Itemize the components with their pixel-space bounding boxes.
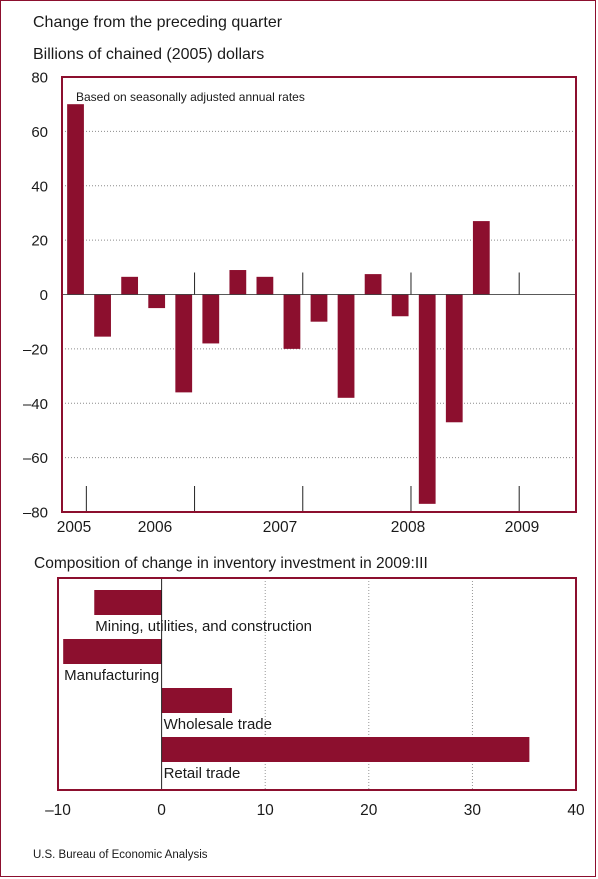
y-tick-label: 0 bbox=[40, 287, 48, 304]
chart-annotation: Based on seasonally adjusted annual rate… bbox=[76, 90, 305, 104]
hbar-3 bbox=[161, 688, 233, 713]
x-tick-label: 20 bbox=[360, 802, 378, 819]
y-tick-label: –20 bbox=[23, 341, 48, 358]
bar-2008-III bbox=[445, 294, 463, 423]
hbar-2 bbox=[63, 639, 162, 664]
hbar-1 bbox=[94, 590, 162, 615]
x-tick-label: –10 bbox=[45, 802, 71, 819]
bar-2006-III bbox=[229, 270, 247, 295]
bar-2006-IV bbox=[256, 276, 274, 295]
y-tick-label: –40 bbox=[23, 396, 48, 413]
y-tick-label: –80 bbox=[23, 505, 48, 522]
x-tick-label: 0 bbox=[157, 802, 166, 819]
category-label: Wholesale trade bbox=[164, 716, 272, 733]
y-tick-label: 20 bbox=[31, 233, 48, 250]
category-label: Manufacturing bbox=[64, 667, 159, 684]
category-label: Retail trade bbox=[164, 765, 241, 782]
hbar-4 bbox=[161, 737, 530, 762]
x-tick-label: 40 bbox=[567, 802, 585, 819]
bar-2006-II bbox=[202, 294, 220, 344]
x-tick-label: 30 bbox=[464, 802, 482, 819]
y-tick-label: 80 bbox=[31, 70, 48, 87]
bar-2005-III bbox=[121, 276, 139, 295]
bar-2008-I bbox=[391, 294, 409, 317]
bar-2006-I bbox=[175, 294, 193, 393]
y-tick-label: 60 bbox=[31, 124, 48, 141]
category-label: Mining, utilities, and construction bbox=[95, 618, 312, 635]
x-tick-label: 10 bbox=[257, 802, 275, 819]
quarterly-inventory-chart: 80 60 40 20 0 –20 –40 –60 –80 Based on seasonally… bbox=[23, 70, 577, 536]
x-year-label: 2005 bbox=[57, 519, 91, 536]
x-year-label: 2009 bbox=[505, 519, 539, 536]
bar-2007-I bbox=[283, 294, 301, 349]
y-tick-label: –60 bbox=[23, 450, 48, 467]
bar-2008-IV bbox=[472, 221, 490, 295]
composition-chart-title: Composition of change in inventory inves… bbox=[34, 555, 428, 572]
plot-border bbox=[61, 76, 577, 513]
bar-2005-I bbox=[67, 104, 84, 295]
chart-subtitle-change: Change from the preceding quarter bbox=[33, 14, 283, 31]
plot-border bbox=[57, 577, 577, 791]
bar-2005-IV bbox=[148, 294, 166, 309]
y-tick-label: 40 bbox=[31, 178, 48, 195]
x-year-label: 2007 bbox=[263, 519, 297, 536]
x-year-label: 2006 bbox=[138, 519, 172, 536]
source-note: U.S. Bureau of Economic Analysis bbox=[33, 849, 208, 861]
bar-2005-II bbox=[94, 294, 111, 337]
bar-2008-II bbox=[418, 294, 436, 504]
chart-subtitle-units: Billions of chained (2005) dollars bbox=[33, 46, 265, 63]
bar-2007-IV bbox=[364, 274, 382, 295]
bar-2007-III bbox=[337, 294, 355, 398]
bar-2007-II bbox=[310, 294, 328, 322]
x-year-label: 2008 bbox=[391, 519, 425, 536]
